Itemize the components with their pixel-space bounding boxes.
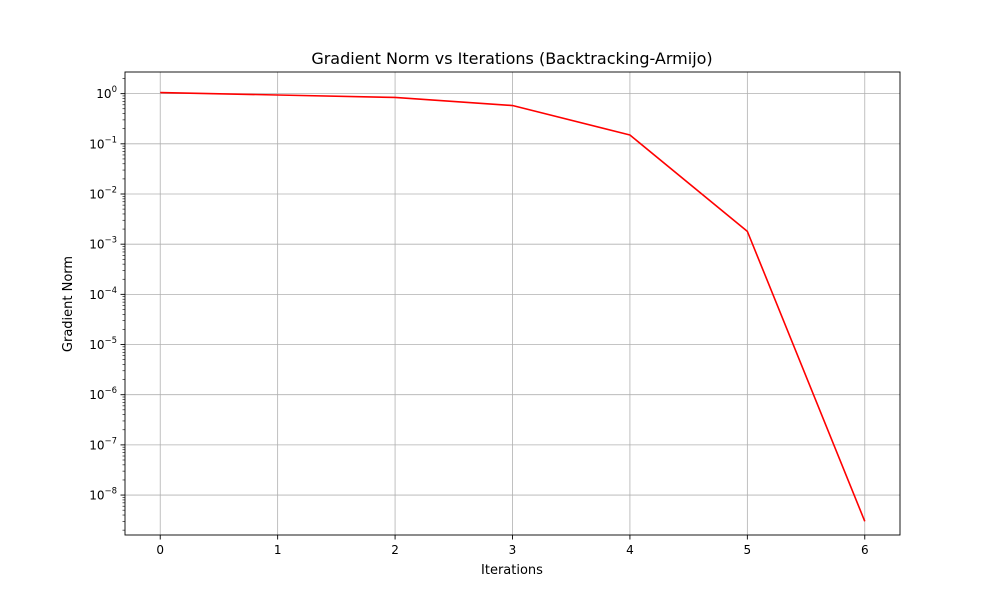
x-tick-label: 2 [391, 543, 399, 557]
y-axis-label: Gradient Norm [61, 256, 76, 352]
y-tick-label: 10−4 [89, 286, 117, 302]
y-tick-label: 10−5 [89, 336, 117, 352]
y-tick-label: 10−1 [89, 135, 117, 151]
y-tick-label: 10−7 [89, 436, 117, 452]
ticks: 0 1 2 3 4 5 6 100 10−1 10−2 10−3 10−4 10−5 10−6 10−7 10… [89, 78, 869, 557]
y-tick-label: 10−3 [89, 236, 117, 252]
y-tick-label: 10−6 [89, 386, 117, 402]
series-layer [160, 91, 866, 522]
y-tick-label: 10−8 [89, 487, 117, 503]
x-tick-label: 1 [274, 543, 282, 557]
y-tick-label: 10−2 [89, 185, 117, 201]
x-tick-label: 4 [626, 543, 634, 557]
x-tick-label: 0 [156, 543, 164, 557]
x-axis-label: Iterations [481, 563, 543, 578]
chart-title: Gradient Norm vs Iterations (Backtrackin… [311, 49, 712, 68]
x-tick-label: 5 [744, 543, 752, 557]
x-tick-label: 3 [509, 543, 517, 557]
x-tick-label: 6 [861, 543, 869, 557]
y-tick-label: 100 [96, 85, 117, 101]
grid [125, 72, 900, 535]
